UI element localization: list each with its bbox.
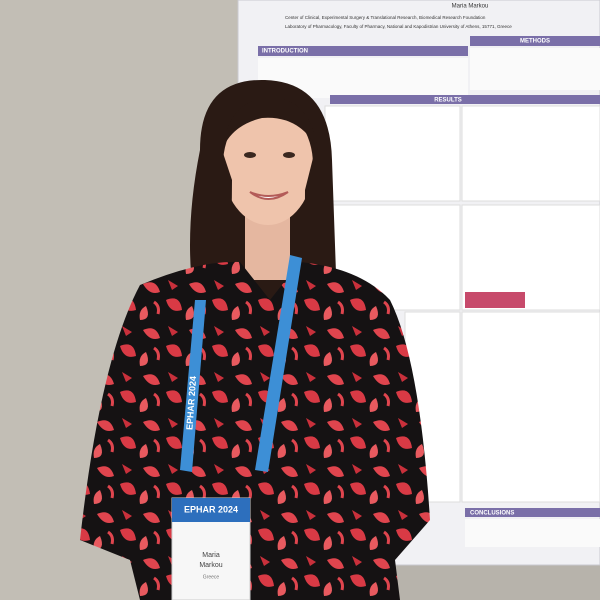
lanyard [180,300,206,472]
eye [283,152,295,158]
lanyard-text: EPHAR 2024 [184,376,198,431]
eye [244,152,256,158]
section-heading: CONCLUSIONS [470,511,514,517]
figure [461,311,600,503]
section-bar [470,36,600,46]
smile [249,191,289,200]
text-block [465,519,600,547]
section-heading: INTRODUCTION [262,49,308,55]
section-bar [330,95,600,104]
badge: EPHAR 2024 Maria Markou Greece [171,497,251,600]
hair-fringe [222,97,318,150]
section-bar [465,508,600,517]
badge-country: Greece [203,574,220,580]
poster-affiliation: Laboratory of Pharmacology, Faculty of P… [285,24,512,29]
section-heading: METHODS [520,39,550,45]
face [223,105,313,225]
dress [80,261,430,600]
section-heading: RESULTS [434,98,462,104]
badge-event: EPHAR 2024 [184,504,238,514]
text-block [470,48,600,90]
poster-affiliation: Center of Clinical, Experimental Surgery… [285,15,486,20]
section-bar [258,46,468,56]
badge-name: Markou [199,562,222,569]
figure [461,105,600,202]
histology [465,292,525,308]
poster-author: Maria Markou [452,4,489,10]
badge-header [172,498,250,522]
badge-name: Maria [202,552,220,559]
figure [324,204,461,311]
figure [324,105,461,202]
lanyard [255,255,302,472]
